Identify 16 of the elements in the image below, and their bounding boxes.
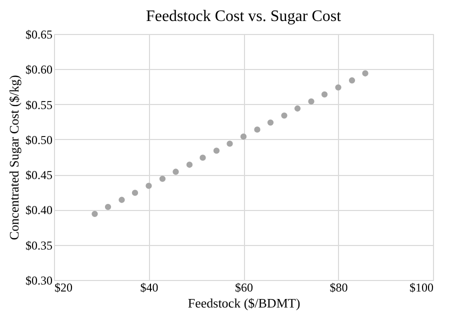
x-tick-label: $40 — [140, 280, 158, 294]
y-tick-label: $0.65 — [26, 28, 52, 42]
y-tick-label: $0.60 — [26, 62, 52, 77]
y-tick-label: $0.55 — [26, 98, 52, 112]
y-axis-title: Concentrated Sugar Cost ($/kg) — [6, 75, 22, 240]
x-tick-label: $100 — [410, 280, 434, 294]
x-tick-label: $20 — [54, 280, 72, 294]
x-tick-label: $60 — [235, 280, 253, 294]
y-tick-label: $0.35 — [26, 238, 52, 252]
chart-title: Feedstock Cost vs. Sugar Cost — [146, 8, 342, 25]
y-tick-label: $0.50 — [26, 132, 52, 147]
x-axis-title: Feedstock ($/BDMT) — [188, 296, 300, 310]
y-tick-label: $0.45 — [26, 168, 52, 182]
y-tick-label: $0.40 — [26, 203, 52, 218]
x-tick-label: $80 — [330, 280, 348, 294]
y-tick-label: $0.30 — [26, 274, 52, 288]
